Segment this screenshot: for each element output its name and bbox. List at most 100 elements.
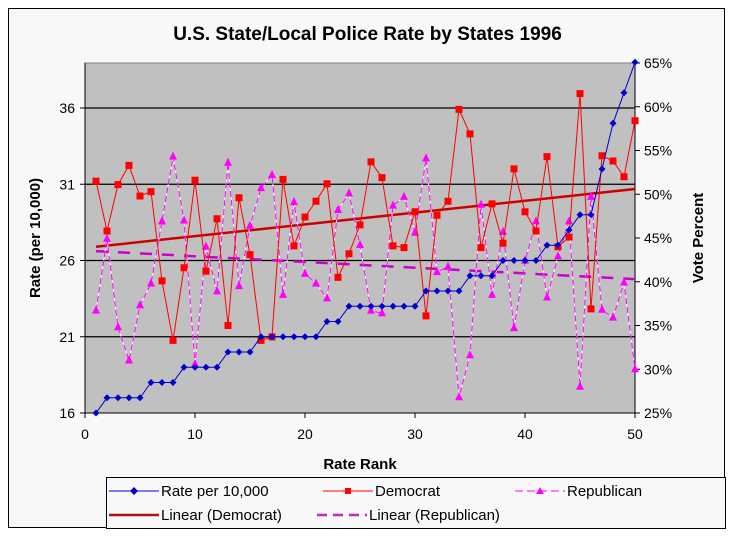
data-point (543, 241, 551, 249)
series-republican (92, 151, 639, 401)
data-point (114, 322, 122, 331)
legend-swatch-linear-republican-icon (317, 505, 367, 525)
legend-label: Republican (567, 482, 643, 500)
data-point (422, 153, 430, 162)
data-point (466, 272, 474, 280)
y2-tick-label: 25% (644, 405, 672, 421)
data-point (92, 409, 100, 417)
legend-item-rate: Rate per 10,000 (109, 481, 269, 501)
data-point (290, 197, 298, 206)
data-point (609, 312, 617, 321)
data-point (411, 208, 419, 216)
data-point (191, 359, 199, 367)
chart-title: U.S. State/Local Police Rate by States 1… (173, 24, 562, 45)
x-tick-label: 0 (81, 426, 89, 442)
data-point (103, 233, 111, 242)
data-point (444, 287, 452, 295)
data-point (334, 205, 342, 213)
data-point (532, 257, 540, 264)
data-point (169, 336, 177, 344)
data-point (609, 157, 617, 165)
data-point (268, 170, 276, 178)
data-point (488, 272, 496, 280)
data-point (224, 348, 232, 356)
data-point (378, 302, 386, 310)
data-point (477, 199, 485, 208)
legend-item-republican: Republican (515, 481, 642, 501)
data-point (345, 188, 353, 197)
y2-tick-label: 30% (644, 361, 672, 377)
data-point (554, 241, 562, 249)
data-point (444, 261, 452, 270)
data-point (587, 211, 595, 219)
data-point (279, 333, 287, 341)
data-point (433, 267, 441, 276)
legend-label: Linear (Republican) (369, 506, 500, 524)
y2-tick-label: 35% (644, 318, 672, 334)
data-point (202, 267, 210, 275)
y2-tick-label: 50% (644, 186, 672, 202)
legend-item-linear-democrat: Linear (Democrat) (109, 505, 282, 525)
tick-labels: 16 21 26 31 36 25% 30% 35% 40% 45% 50% 55% 60% 65% 0 10… (59, 55, 672, 442)
data-point (422, 287, 430, 295)
data-point (136, 300, 144, 309)
data-point (356, 221, 364, 229)
data-point (389, 200, 397, 209)
series-line (95, 93, 636, 342)
data-point (92, 177, 100, 185)
data-point (499, 239, 507, 247)
data-point (246, 348, 254, 356)
data-point (433, 211, 441, 219)
data-point (257, 333, 265, 341)
data-point (510, 165, 518, 173)
data-point (312, 197, 320, 205)
data-point (147, 379, 155, 386)
data-point (367, 158, 375, 166)
data-point (125, 394, 133, 402)
legend-swatch-democrat-icon (323, 481, 373, 501)
data-point (169, 379, 177, 386)
data-point (356, 240, 364, 248)
data-point (246, 220, 254, 229)
data-point (510, 257, 518, 264)
data-point (290, 242, 298, 250)
legend-label: Rate per 10,000 (161, 482, 269, 500)
data-point (576, 381, 584, 390)
data-point (312, 333, 320, 341)
y-tick-label: 26 (59, 253, 75, 269)
data-point (400, 244, 408, 252)
data-point (257, 183, 265, 192)
data-point (598, 165, 606, 173)
data-point (565, 226, 573, 234)
data-point (620, 173, 628, 181)
data-point (499, 257, 507, 264)
x-tick-label: 50 (627, 426, 643, 442)
legend-label: Linear (Democrat) (161, 506, 282, 524)
data-point (323, 180, 331, 188)
data-point (345, 250, 353, 258)
data-point (257, 336, 265, 344)
data-point (422, 312, 430, 320)
legend-swatch-linear-democrat-icon (109, 505, 159, 525)
data-point (202, 363, 210, 371)
legend-item-democrat: Democrat (323, 481, 440, 501)
y-axis-title: Rate (per 10,000) (27, 178, 44, 298)
data-point (477, 272, 485, 280)
data-point (158, 277, 166, 285)
data-point (202, 241, 210, 250)
data-point (598, 304, 606, 313)
data-point (609, 119, 617, 127)
data-point (565, 216, 573, 225)
data-point (576, 90, 584, 98)
data-point (301, 268, 309, 277)
data-point (400, 302, 408, 310)
y2-tick-label: 65% (644, 55, 672, 71)
legend-swatch-rate-icon (109, 481, 159, 501)
data-point (92, 305, 100, 314)
data-point (389, 302, 397, 310)
data-point (125, 161, 133, 169)
data-point (367, 302, 375, 310)
data-point (455, 105, 463, 113)
data-point (147, 188, 155, 196)
data-point (103, 227, 111, 235)
